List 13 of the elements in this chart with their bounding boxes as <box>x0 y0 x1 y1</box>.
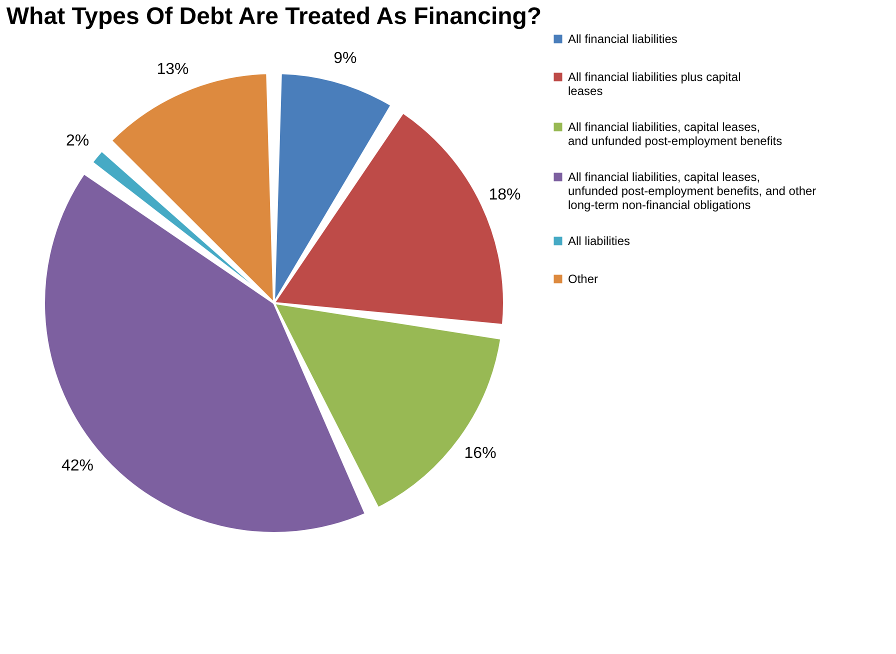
chart-title: What Types Of Debt Are Treated As Financing? <box>6 3 542 30</box>
legend-label: All financial liabilities, capital leases, and unfunded post-employment benefits <box>568 120 782 148</box>
data-label: 2% <box>66 132 90 150</box>
legend-label: All financial liabilities <box>568 32 678 46</box>
data-label: 42% <box>62 458 94 475</box>
data-label: 13% <box>156 60 189 78</box>
legend-label: Other <box>568 272 598 286</box>
data-label: 16% <box>464 444 496 462</box>
data-label: 18% <box>488 186 521 204</box>
legend-label: All financial liabilities, capital leases, unfunded post-employment benefits, and other long-term non-financial obligations <box>568 170 816 212</box>
data-label: 9% <box>334 50 357 68</box>
legend-label: All liabilities <box>568 234 630 248</box>
legend-label: All financial liabilities plus capital leases <box>568 70 741 98</box>
